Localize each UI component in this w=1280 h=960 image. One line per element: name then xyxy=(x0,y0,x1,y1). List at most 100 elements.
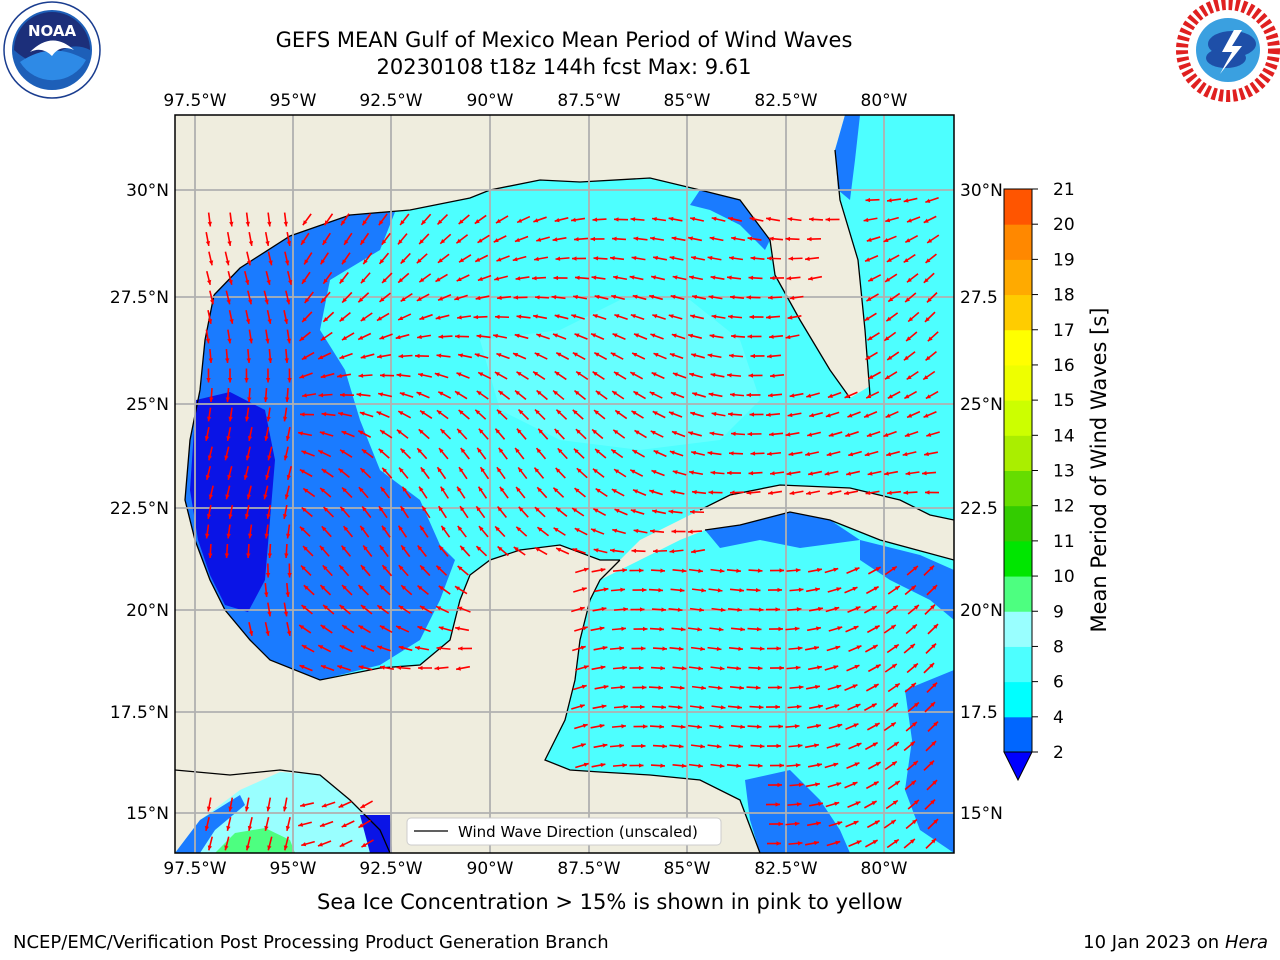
wave-arrow-head xyxy=(323,605,328,610)
wave-arrow-head xyxy=(284,553,289,558)
wave-arrow-head xyxy=(736,666,741,671)
wave-arrow-head xyxy=(323,507,329,512)
wave-arrow-head xyxy=(640,646,646,651)
wave-arrow-head xyxy=(871,606,877,611)
wave-arrow-head xyxy=(358,585,364,590)
wave-arrow-head xyxy=(266,806,271,812)
caribbean-ocean xyxy=(545,512,954,853)
wave-arrow-head xyxy=(818,704,823,709)
wave-arrow-head xyxy=(536,237,542,242)
wave-arrow-head xyxy=(894,683,900,688)
wave-arrow-head xyxy=(749,216,755,222)
wave-arrow-head xyxy=(398,525,403,531)
wave-arrow-head xyxy=(759,743,765,749)
wave-arrow-head xyxy=(768,295,773,300)
wave-arrow-head xyxy=(318,393,324,398)
wave-arrow-head xyxy=(574,488,580,493)
wave-arrow-head xyxy=(340,506,346,512)
wave-arrow-head xyxy=(208,553,213,558)
wave-arrow-head xyxy=(379,585,385,590)
wave-arrow-head xyxy=(795,568,801,573)
wave-arrow-head xyxy=(318,645,324,650)
wave-arrow-head xyxy=(669,353,675,358)
wave-arrow-head xyxy=(299,665,305,670)
wave-arrow-head xyxy=(473,314,479,320)
wave-arrow-head xyxy=(457,525,463,531)
wave-arrow-head xyxy=(925,355,931,361)
wave-arrow-head xyxy=(284,494,290,500)
wave-arrow-head xyxy=(208,358,213,363)
lat-label: 30°N xyxy=(126,181,169,201)
wave-arrow-head xyxy=(398,277,404,283)
wave-arrow-head xyxy=(649,489,655,494)
wave-arrow-head xyxy=(582,723,588,728)
wave-arrow-head xyxy=(866,432,872,437)
colorbar-tick-label: 8 xyxy=(1053,637,1064,657)
wave-arrow-head xyxy=(208,260,214,266)
wave-arrow-head xyxy=(341,545,347,551)
colorbar-segment xyxy=(1004,224,1032,260)
wave-arrow-head xyxy=(320,665,326,670)
wave-arrow-head xyxy=(908,316,914,322)
colorbar-tick-label: 18 xyxy=(1053,286,1075,306)
wave-arrow-head xyxy=(887,355,893,360)
wave-arrow-head xyxy=(341,431,347,436)
wave-arrow-head xyxy=(207,455,213,461)
wave-arrow-head xyxy=(320,297,326,303)
wave-arrow-head xyxy=(794,724,800,729)
wave-arrow-head xyxy=(720,705,726,710)
wave-arrow-head xyxy=(360,803,366,808)
wave-arrow-head xyxy=(266,416,271,422)
wave-arrow-head xyxy=(710,470,716,475)
colorbar-tick-label: 9 xyxy=(1053,602,1064,622)
wave-arrow-head xyxy=(302,278,307,284)
wave-arrow-head xyxy=(298,431,303,436)
wave-arrow-head xyxy=(788,451,794,457)
wave-arrow-head xyxy=(284,358,289,363)
wave-arrow-head xyxy=(438,296,444,301)
wave-arrow-head xyxy=(227,338,232,344)
wave-arrow-head xyxy=(396,373,402,378)
wave-arrow-head xyxy=(661,704,666,710)
wave-arrow-head xyxy=(613,275,618,280)
wave-arrow-head xyxy=(789,295,795,301)
wave-arrow-head xyxy=(400,258,406,264)
wave-arrow-head xyxy=(825,217,831,222)
wave-arrow-head xyxy=(730,392,735,397)
wave-arrow-head xyxy=(709,333,715,339)
wave-arrow-head xyxy=(298,822,304,827)
wave-arrow-head xyxy=(827,490,833,496)
wave-arrow-head xyxy=(731,334,736,339)
wave-arrow-head xyxy=(903,198,909,203)
wave-arrow-head xyxy=(339,565,344,571)
wave-arrow-head xyxy=(926,432,932,437)
wave-arrow-head xyxy=(778,724,783,729)
wave-arrow-head xyxy=(650,529,655,534)
wave-arrow-head xyxy=(932,780,938,785)
wave-arrow-head xyxy=(867,471,873,476)
wave-arrow-head xyxy=(623,704,628,709)
wave-arrow-head xyxy=(437,467,442,473)
wave-arrow-head xyxy=(318,355,324,360)
wave-arrow-head xyxy=(817,762,822,768)
wave-arrow-head xyxy=(649,391,655,396)
wave-arrow-head xyxy=(342,259,347,265)
wave-arrow-head xyxy=(629,275,635,280)
wave-arrow-head xyxy=(456,372,462,377)
wave-arrow-head xyxy=(852,684,858,689)
wave-arrow-head xyxy=(746,295,752,300)
colorbar-tick-label: 19 xyxy=(1053,250,1075,270)
wave-arrow-head xyxy=(903,490,909,495)
wave-arrow-head xyxy=(205,338,211,344)
colorbar-segment xyxy=(1004,540,1032,577)
wave-arrow-head xyxy=(890,722,896,727)
wave-arrow-head xyxy=(337,373,342,379)
wave-arrow-head xyxy=(659,724,664,729)
wave-arrow-head xyxy=(496,353,502,358)
wave-arrow-head xyxy=(835,645,841,650)
wave-arrow-head xyxy=(867,335,873,341)
wave-arrow-head xyxy=(653,353,659,358)
wave-arrow-head xyxy=(575,275,580,280)
wave-arrow-head xyxy=(933,819,939,824)
wave-arrow-head xyxy=(709,236,715,241)
